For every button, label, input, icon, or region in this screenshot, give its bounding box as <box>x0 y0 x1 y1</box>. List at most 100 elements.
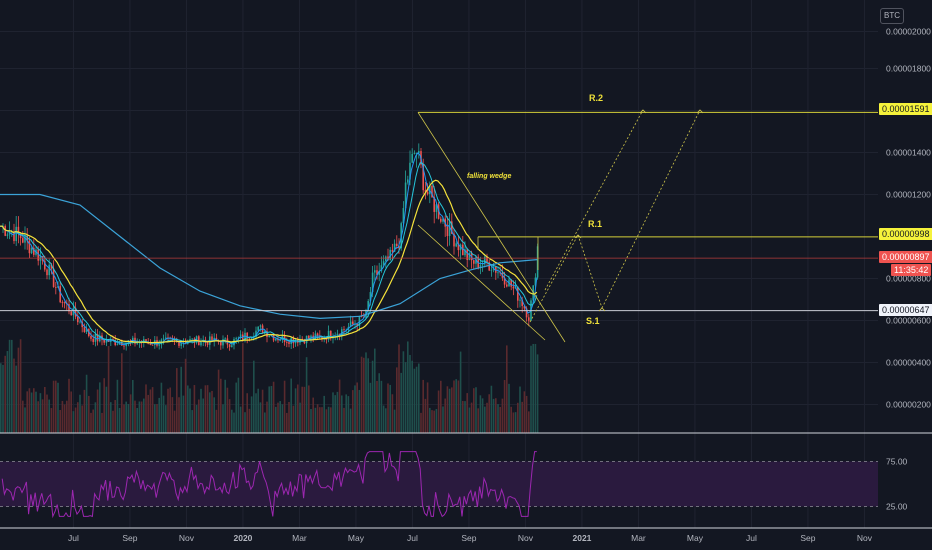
volume-bar <box>347 396 350 433</box>
candle-body <box>206 341 209 345</box>
candle-body <box>239 334 242 338</box>
projection-path <box>544 109 644 291</box>
volume-bar <box>336 391 339 433</box>
volume-bar <box>290 378 292 433</box>
candle-body <box>442 218 444 222</box>
candle-body <box>356 323 358 326</box>
volume-bar <box>191 410 193 433</box>
candle-body <box>525 308 528 318</box>
volume-bar <box>165 405 167 433</box>
volume-bar <box>136 407 138 433</box>
volume-bar <box>24 407 26 433</box>
volume-bar <box>81 405 83 433</box>
volume-bar <box>444 398 446 433</box>
volume-bar <box>499 406 501 433</box>
candle-body <box>360 315 363 318</box>
candle-body <box>96 334 99 342</box>
candle-body <box>255 330 257 338</box>
volume-bar <box>303 386 306 433</box>
volume-bar <box>369 382 372 433</box>
volume-bar <box>433 410 435 433</box>
volume-bar <box>437 390 440 433</box>
volume-bar <box>59 409 61 433</box>
volume-bar <box>107 346 110 433</box>
volume-bar <box>68 378 70 433</box>
candle-body <box>451 221 453 234</box>
candle-body <box>486 256 488 263</box>
candle-body <box>497 272 499 274</box>
volume-bar <box>195 404 198 433</box>
ma-yellow-line <box>0 179 538 344</box>
arrow-head <box>696 109 704 114</box>
volume-bar <box>365 352 367 433</box>
candle-body <box>352 321 354 325</box>
candle-body <box>211 336 213 342</box>
volume-bar <box>323 395 325 433</box>
candle-body <box>521 299 523 307</box>
candle-body <box>246 332 248 339</box>
volume-bar <box>466 393 468 433</box>
price-tick-label: 0.00001200 <box>886 190 931 200</box>
symbol-tag[interactable]: BTC <box>880 8 904 24</box>
arrow-head <box>598 307 606 312</box>
volume-bar <box>99 382 101 433</box>
volume-bar <box>301 386 303 433</box>
candle-body <box>33 247 35 255</box>
volume-bar <box>492 398 495 433</box>
r1-label: R.1 <box>588 219 602 229</box>
volume-bar <box>530 345 532 433</box>
volume-bar <box>222 404 224 433</box>
volume-bar <box>523 391 526 433</box>
volume-bar <box>198 399 200 433</box>
volume-bar <box>495 398 497 433</box>
candle-body <box>440 218 442 222</box>
ma-fast-line <box>0 151 538 346</box>
volume-bar <box>209 392 211 433</box>
volume-bar <box>316 404 319 433</box>
volume-bar <box>176 368 178 433</box>
candle-body <box>290 338 292 344</box>
arrow-head <box>574 234 582 239</box>
volume-bar <box>288 401 290 433</box>
volume-bar <box>292 405 295 433</box>
volume-bar <box>220 378 222 433</box>
candle-body <box>473 260 475 264</box>
candle-body <box>455 243 457 247</box>
volume-bar <box>407 341 409 433</box>
volume-bar <box>272 381 275 433</box>
candle-body <box>116 344 119 346</box>
candle-body <box>165 337 167 339</box>
wedge-lower-line <box>417 224 546 341</box>
volume-bar <box>33 388 35 433</box>
volume-bar <box>182 395 185 433</box>
volume-bar <box>66 400 68 433</box>
candle-body <box>517 286 519 301</box>
candle-body <box>310 335 312 339</box>
volume-bar <box>446 386 449 433</box>
candle-body <box>468 252 471 260</box>
candle-body <box>22 238 24 243</box>
chart-grid <box>0 0 878 528</box>
candle-body <box>429 186 431 195</box>
candle-body <box>288 342 290 344</box>
candle-body <box>55 286 57 288</box>
falling-wedge-label: falling wedge <box>467 173 511 180</box>
volume-bar <box>88 395 90 433</box>
candle-body <box>63 302 66 304</box>
volume-bar <box>297 384 299 433</box>
volume-bar <box>440 380 442 433</box>
volume-bar <box>261 389 264 433</box>
candle-body <box>15 226 17 242</box>
volume-bar <box>305 357 308 433</box>
candle-body <box>52 268 55 287</box>
volume-bar <box>508 383 510 433</box>
volume-bar <box>389 384 391 433</box>
rsi-band <box>0 461 878 507</box>
volume-bar <box>457 380 460 433</box>
volume-bar <box>154 404 156 433</box>
volume-bar <box>0 363 2 433</box>
candle-body <box>369 292 372 302</box>
volume-bar <box>420 412 422 433</box>
candle-body <box>268 335 270 337</box>
volume-bar <box>488 394 490 433</box>
